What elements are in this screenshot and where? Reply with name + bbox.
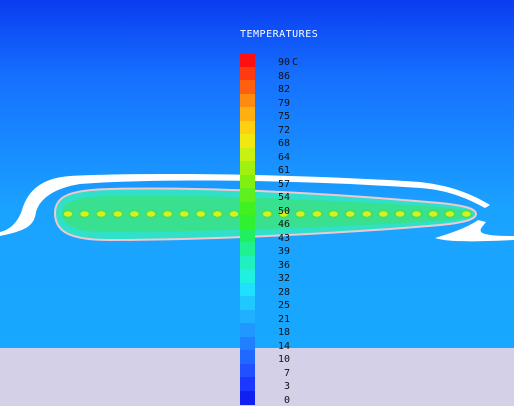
legend-tick-label: 72 — [277, 124, 290, 136]
heat-source-marker — [95, 209, 107, 219]
legend-title: TEMPERATURES — [240, 29, 319, 40]
legend-swatch — [240, 228, 255, 243]
heat-source-marker — [427, 209, 439, 219]
fluid-region — [0, 0, 514, 348]
heat-source-marker — [377, 209, 390, 219]
legend-tick-label: 68 — [277, 138, 290, 149]
legend-swatch — [240, 53, 255, 67]
legend-tick-label: 18 — [277, 327, 290, 338]
legend-swatch — [240, 282, 255, 297]
heat-source-marker — [460, 209, 473, 219]
heat-source-marker — [278, 209, 290, 219]
legend-swatch — [240, 66, 255, 81]
legend-swatch — [240, 255, 255, 270]
right-tail-contour — [435, 220, 514, 242]
legend-swatch — [240, 377, 255, 391]
legend-tick-label: 75 — [277, 111, 290, 122]
legend-swatch — [240, 188, 255, 202]
legend-swatch — [240, 201, 255, 216]
legend-tick-label: 82 — [277, 84, 290, 95]
heat-source-marker — [211, 209, 224, 219]
heat-source-marker — [327, 209, 340, 219]
legend-tick-label: 25 — [277, 300, 290, 311]
heat-source-marker — [112, 209, 124, 219]
legend-swatch — [240, 390, 255, 405]
heat-source-marker — [228, 209, 240, 219]
heat-source-marker — [444, 209, 456, 219]
heat-source-marker — [178, 209, 190, 219]
legend-tick-label: 64 — [277, 151, 290, 163]
heat-source-marker — [361, 209, 373, 219]
legend-tick-label: 46 — [277, 219, 290, 230]
heat-source-marker — [394, 209, 406, 219]
legend-swatch — [240, 93, 255, 108]
heat-source-marker — [344, 209, 356, 219]
legend-swatch — [240, 215, 255, 229]
heat-source-marker — [145, 209, 157, 219]
legend-swatch — [240, 161, 255, 175]
legend-tick-label: 36 — [277, 259, 290, 271]
legend-swatch — [240, 323, 255, 337]
legend-swatch — [240, 309, 255, 324]
legend-tick-label: 14 — [277, 340, 290, 352]
legend-tick-label: 0 — [283, 394, 290, 406]
heat-source-marker — [195, 209, 207, 219]
legend-tick-label: 21 — [277, 313, 290, 325]
legend-swatch — [240, 107, 255, 121]
legend-swatch — [240, 80, 255, 94]
heat-source-marker — [410, 209, 423, 219]
heat-source-marker — [161, 209, 174, 219]
heat-source-marker — [311, 209, 323, 219]
legend-tick-label: 7 — [283, 367, 290, 379]
legend-swatch — [240, 269, 255, 283]
legend-tick-label: 3 — [283, 381, 290, 392]
legend-tick-label: 90 — [277, 57, 290, 68]
heat-source-marker — [294, 209, 307, 219]
heat-source-marker — [261, 209, 273, 219]
heat-source-marker — [78, 209, 91, 219]
legend-tick-label: 32 — [277, 273, 290, 284]
legend-tick-label: 50 — [277, 205, 290, 217]
legend-tick-label: 86 — [277, 70, 290, 82]
legend-swatch — [240, 350, 255, 364]
legend-tick-label: 10 — [277, 354, 290, 365]
legend-tick-label: 43 — [277, 232, 290, 244]
legend-tick-label: 61 — [277, 165, 290, 176]
legend-swatch — [240, 147, 255, 162]
legend-tick-label: 57 — [277, 178, 290, 190]
legend-tick-label: 79 — [277, 97, 290, 109]
legend-swatch — [240, 242, 255, 256]
legend-tick-label: 39 — [277, 246, 290, 257]
legend-unit: C — [292, 57, 299, 68]
legend-swatch — [240, 336, 255, 351]
legend-swatch — [240, 296, 255, 310]
legend-swatch — [240, 174, 255, 189]
legend-swatch — [240, 363, 255, 378]
legend-tick-label: 54 — [277, 192, 290, 203]
legend-tick-label: 28 — [277, 286, 290, 298]
legend-swatch — [240, 134, 255, 148]
heat-source-marker — [128, 209, 141, 219]
legend-swatch — [240, 120, 255, 135]
heat-source-marker — [62, 209, 74, 219]
floor-region — [0, 348, 514, 402]
